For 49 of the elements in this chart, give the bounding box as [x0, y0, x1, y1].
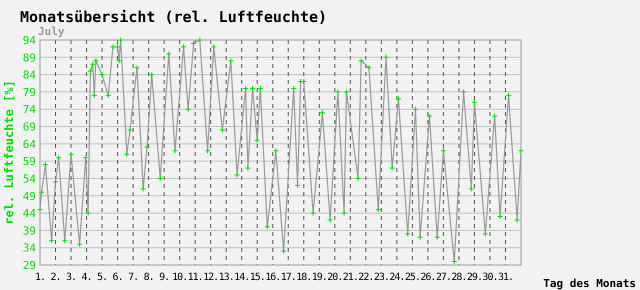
- x-tick-label: 24.: [389, 272, 404, 283]
- chart-subtitle: July: [38, 25, 65, 38]
- y-tick-label: 64: [22, 138, 36, 151]
- y-tick-label: 84: [22, 68, 36, 82]
- y-tick-label: 59: [22, 155, 36, 168]
- x-tick-label: 16.: [265, 272, 280, 283]
- x-tick-label: 3.: [66, 272, 76, 283]
- x-tick-label: 28.: [451, 272, 466, 283]
- x-tick-label: 2.: [50, 272, 61, 283]
- y-tick-label: 49: [22, 190, 36, 203]
- y-tick-label: 34: [22, 242, 36, 255]
- x-tick-label: 6.: [112, 272, 123, 283]
- x-tick-label: 30.: [482, 272, 498, 283]
- x-tick-label: 31.: [498, 272, 514, 283]
- y-tick-label: 89: [22, 51, 36, 64]
- x-tick-label: 10.: [172, 272, 188, 283]
- x-tick-label: 21.: [342, 272, 358, 283]
- x-tick-label: 4.: [82, 272, 92, 283]
- x-tick-label: 5.: [97, 272, 108, 283]
- x-tick-label: 14.: [234, 272, 250, 283]
- x-tick-label: 29.: [466, 272, 482, 283]
- y-tick-label: 79: [22, 86, 36, 99]
- y-tick-label: 29: [22, 259, 36, 272]
- x-tick-label: 20.: [327, 272, 342, 283]
- x-tick-label: 25.: [404, 272, 420, 283]
- y-tick-label: 44: [22, 207, 36, 220]
- y-tick-label: 39: [22, 224, 36, 238]
- y-tick-label: 69: [22, 120, 36, 134]
- x-axis-title: Tag des Monats: [543, 277, 636, 290]
- x-tick-label: 9.: [159, 272, 170, 283]
- x-tick-label: 15.: [250, 272, 265, 283]
- x-tick-label: 22.: [358, 272, 374, 283]
- x-tick-label: 19.: [312, 272, 327, 283]
- x-tick-label: 8.: [144, 272, 154, 283]
- x-tick-label: 17.: [280, 272, 296, 283]
- x-tick-label: 18.: [296, 272, 312, 283]
- x-tick-label: 7.: [128, 272, 138, 283]
- x-tick-label: 1.: [34, 272, 46, 283]
- y-tick-label: 74: [22, 103, 36, 116]
- x-tick-label: 27.: [436, 272, 451, 283]
- x-tick-label: 13.: [218, 272, 234, 283]
- x-tick-label: 12.: [203, 272, 218, 283]
- chart-title: Monatsübersicht (rel. Luftfeuchte): [20, 8, 328, 26]
- y-tick-label: 54: [22, 172, 36, 186]
- x-tick-label: 11.: [188, 272, 203, 283]
- x-tick-label: 26.: [420, 272, 436, 283]
- y-tick-label: 94: [22, 34, 36, 47]
- y-axis-title: rel. Luftfeuchte [%]: [2, 80, 16, 225]
- x-tick-label: 23.: [374, 272, 389, 283]
